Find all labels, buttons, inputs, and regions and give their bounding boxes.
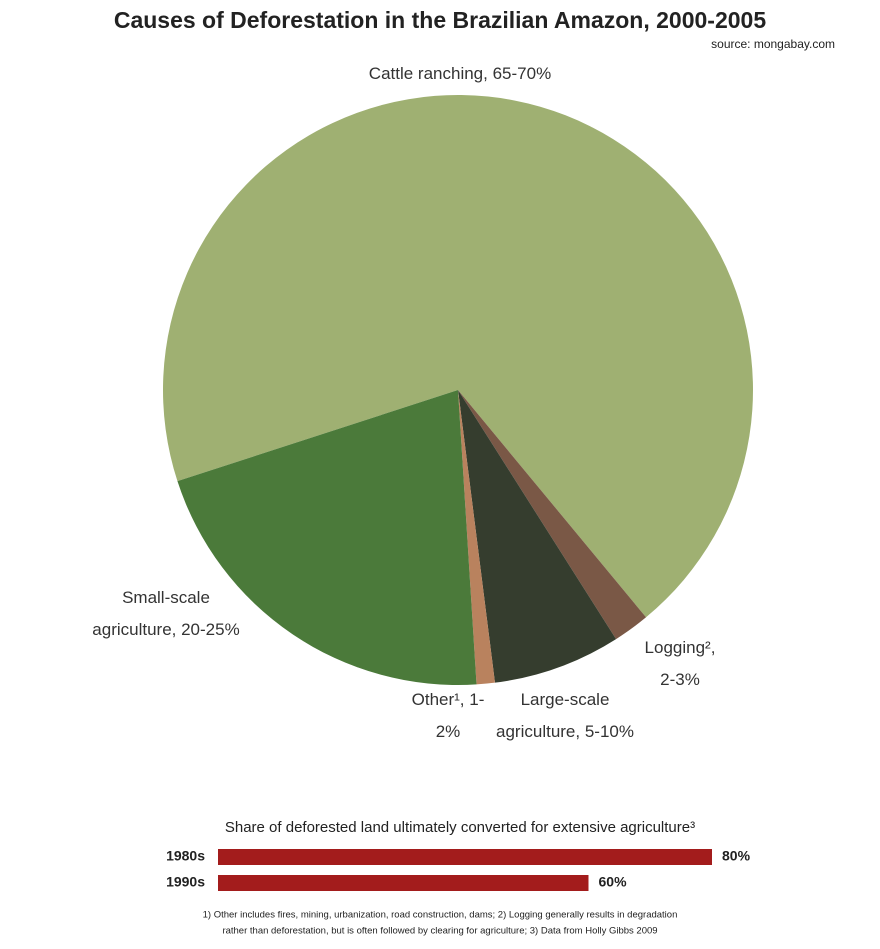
slice-label: Other¹, 1-2% <box>411 690 485 741</box>
pie-slice <box>458 390 617 683</box>
slice-label: Logging², 2-3% <box>644 638 716 689</box>
pie-slice <box>163 95 754 618</box>
bar-title: Share of deforested land ultimately conv… <box>225 819 695 836</box>
bar <box>218 849 712 865</box>
category-label: 1980s <box>166 848 205 864</box>
pie-slice <box>458 390 647 640</box>
slice-label: Cattle ranching, 65-70% <box>368 64 552 83</box>
bar <box>218 875 589 891</box>
footnote: 1) Other includes fires, mining, urbaniz… <box>203 910 678 921</box>
footnote: rather than deforestation, but is often … <box>222 926 657 937</box>
category-label: 1990s <box>166 874 205 890</box>
value-label: 60% <box>599 874 628 890</box>
chart-title: Causes of Deforestation in the Brazilian… <box>114 7 766 33</box>
pie-slice <box>458 390 495 685</box>
value-label: 80% <box>722 848 751 864</box>
slice-label: Large-scale agriculture, 5-10% <box>496 690 634 741</box>
pie-slice <box>177 390 477 686</box>
slice-label: Small-scale agriculture, 20-25% <box>92 588 240 639</box>
source: source: mongabay.com <box>711 37 835 51</box>
